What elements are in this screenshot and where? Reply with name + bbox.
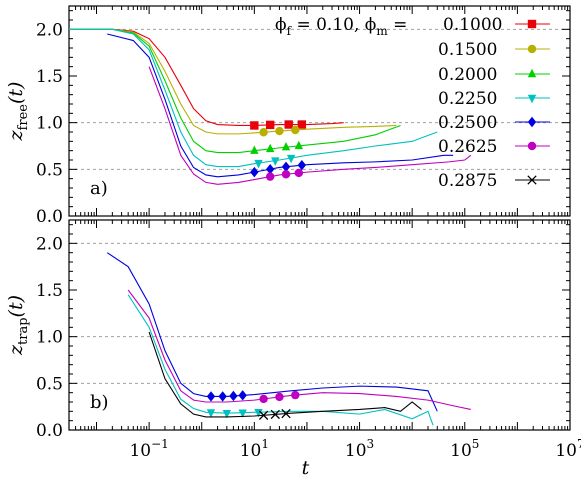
y-tick-label: 2.0 <box>36 20 63 40</box>
y-axis-title: zfree(t) <box>5 82 31 142</box>
data-point <box>281 161 291 172</box>
y-tick-label: 1.0 <box>36 328 63 348</box>
series-line <box>148 331 422 418</box>
data-point <box>265 120 275 130</box>
data-point <box>206 409 216 418</box>
y-tick-label: 2.0 <box>36 234 63 254</box>
data-point <box>259 394 268 404</box>
data-point <box>238 390 247 401</box>
panel-label: a) <box>90 178 108 199</box>
data-point <box>275 126 284 136</box>
data-point <box>250 166 259 178</box>
y-tick-label: 0.0 <box>36 421 63 441</box>
legend-marker <box>527 94 537 104</box>
data-point <box>281 141 291 151</box>
y-tick-label: 0.5 <box>36 160 63 180</box>
series-line <box>69 28 397 135</box>
data-point <box>222 410 232 419</box>
data-point <box>238 409 247 418</box>
series-line <box>69 28 401 154</box>
data-point <box>297 159 307 171</box>
legend: ϕf = 0.10, ϕm = 0.1000 0.1500 0.2000 0.2250… <box>275 15 550 191</box>
y-tick-label: 0.0 <box>36 207 63 227</box>
x-axis-title: t <box>302 457 310 479</box>
legend-label: 0.2000 <box>438 65 497 85</box>
series-line <box>107 33 454 178</box>
data-point <box>218 391 227 402</box>
legend-marker <box>527 44 537 54</box>
legend-marker <box>527 68 537 78</box>
series-line <box>69 28 438 168</box>
legend-marker <box>527 175 537 185</box>
legend-marker <box>527 141 537 151</box>
series-line <box>127 294 434 426</box>
y-tick-label: 1.0 <box>36 114 63 134</box>
x-tick-label: 107 <box>555 437 581 461</box>
data-point <box>254 408 263 418</box>
data-point <box>281 408 291 419</box>
series-0.2500 <box>106 252 438 412</box>
panel-a: 0.0 0.5 1.0 1.5 2.0 zfree(t) a) ϕf = 0.10, ϕm =… <box>5 5 571 227</box>
series-0.2250 <box>127 294 434 426</box>
series-0.2625 <box>127 289 471 411</box>
data-point <box>291 125 300 135</box>
y-tick-label: 0.5 <box>36 374 63 394</box>
series-0.1500 <box>69 28 397 137</box>
legend-marker <box>527 19 537 29</box>
data-point <box>291 390 300 400</box>
data-point <box>281 170 291 179</box>
series-0.1000 <box>69 28 344 130</box>
data-point <box>206 391 216 402</box>
data-point <box>250 145 259 154</box>
series-0.2625 <box>148 66 472 185</box>
legend-label: 0.1500 <box>438 40 497 60</box>
x-tick-label: 10−1 <box>129 437 168 461</box>
data-point <box>294 140 303 150</box>
y-tick-label: 1.5 <box>36 67 63 87</box>
series-0.2000 <box>69 28 401 154</box>
legend-label: 0.1000 <box>443 15 502 35</box>
data-point <box>271 157 280 166</box>
series-0.2500 <box>107 33 454 178</box>
data-point <box>275 392 284 402</box>
data-point <box>250 121 259 130</box>
plot-frame <box>68 5 571 217</box>
panel-label: b) <box>90 392 109 413</box>
y-tick-label: 1.5 <box>36 281 63 301</box>
panel-b: 0.0 0.5 1.0 1.5 2.0 10−1 101 103 105 107 t ztrap(t)… <box>5 219 581 479</box>
data-point <box>297 120 307 129</box>
data-point <box>265 163 275 175</box>
data-point <box>229 390 238 402</box>
data-point <box>294 168 303 178</box>
x-tick-label: 103 <box>345 437 374 461</box>
data-point <box>265 172 275 181</box>
y-axis-title: ztrap(t) <box>5 295 31 356</box>
x-tick-label: 105 <box>450 437 479 461</box>
x-tick-label: 101 <box>240 437 269 461</box>
legend-marker <box>527 116 537 128</box>
legend-label: 0.2500 <box>438 113 497 133</box>
legend-label: 0.2625 <box>438 137 497 157</box>
series-line <box>148 66 472 185</box>
data-point <box>286 154 296 164</box>
series-0.2250 <box>69 28 438 169</box>
data-point <box>258 410 269 420</box>
plot-frame <box>68 219 571 431</box>
series-line <box>127 289 471 411</box>
data-point <box>259 128 268 137</box>
series-line <box>69 28 344 127</box>
data-point <box>284 120 293 129</box>
legend-label: 0.2250 <box>438 89 497 109</box>
data-point <box>254 159 263 169</box>
data-point <box>265 143 275 153</box>
series-line <box>106 252 438 412</box>
legend-title: ϕf = 0.10, ϕm = <box>275 15 407 38</box>
data-point <box>270 409 280 420</box>
legend-label: 0.2875 <box>438 171 497 191</box>
series-0.2875 <box>148 331 422 420</box>
